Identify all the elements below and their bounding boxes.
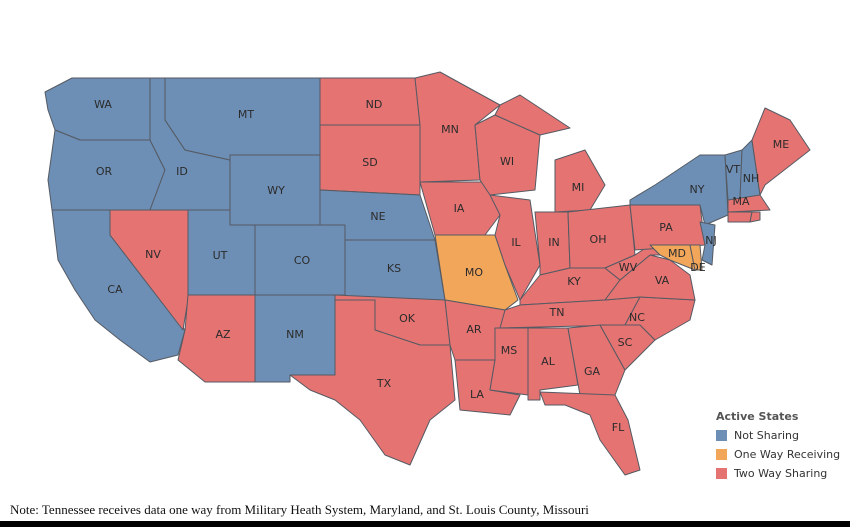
legend-label: Two Way Sharing [734, 467, 828, 480]
legend-label: One Way Receiving [734, 448, 841, 461]
state-me[interactable] [751, 107, 811, 196]
label-tx: TX [376, 377, 392, 390]
label-sd: SD [362, 156, 377, 169]
state-ct[interactable] [727, 211, 753, 223]
label-nd: ND [366, 98, 383, 111]
label-or: OR [96, 165, 113, 178]
state-ga[interactable] [567, 324, 626, 396]
label-oh: OH [590, 233, 607, 246]
label-il: IL [511, 236, 521, 249]
legend: Active States Not Sharing One Way Receiv… [716, 410, 840, 483]
state-ia[interactable] [419, 181, 501, 236]
label-ia: IA [454, 202, 465, 215]
label-ok: OK [399, 312, 416, 325]
label-mo: MO [465, 266, 483, 279]
state-de[interactable] [689, 244, 703, 271]
label-id: ID [176, 165, 188, 178]
label-fl: FL [612, 421, 625, 434]
label-mi: MI [572, 181, 585, 194]
state-mi-up[interactable] [494, 94, 571, 136]
label-de: DE [690, 261, 705, 274]
label-ne: NE [370, 210, 385, 223]
label-pa: PA [659, 221, 673, 234]
label-sc: SC [618, 336, 633, 349]
legend-swatch [716, 430, 727, 441]
label-ut: UT [213, 249, 228, 262]
state-md[interactable] [649, 244, 696, 271]
label-tn: TN [549, 306, 565, 319]
label-ny: NY [690, 183, 705, 196]
label-va: VA [655, 274, 670, 287]
label-nc: NC [629, 311, 645, 324]
label-nv: NV [145, 248, 161, 261]
legend-item-one-way-receiving[interactable]: One Way Receiving [716, 445, 840, 464]
label-ar: AR [466, 323, 482, 336]
label-ca: CA [107, 283, 123, 296]
label-mt: MT [238, 108, 254, 121]
state-mi[interactable] [554, 149, 606, 213]
label-wy: WY [267, 184, 285, 197]
label-ma: MA [732, 195, 749, 208]
label-nj: NJ [705, 234, 716, 247]
label-nh: NH [743, 172, 760, 185]
label-wi: WI [500, 155, 514, 168]
legend-swatch [716, 468, 727, 479]
label-ms: MS [501, 344, 517, 357]
label-nm: NM [286, 328, 304, 341]
legend-title: Active States [716, 410, 799, 423]
label-ks: KS [387, 262, 401, 275]
label-in: IN [548, 236, 559, 249]
state-nj[interactable] [699, 221, 716, 266]
label-co: CO [294, 254, 311, 267]
label-az: AZ [215, 328, 231, 341]
label-la: LA [470, 388, 484, 401]
state-ms[interactable] [489, 327, 529, 396]
label-vt: VT [726, 163, 741, 176]
legend-swatch [716, 449, 727, 460]
label-me: ME [773, 138, 789, 151]
us-map: WA OR CA NV ID MT WY UT CO AZ NM ND SD N… [44, 71, 811, 476]
label-wa: WA [94, 98, 112, 111]
state-fl[interactable] [539, 391, 641, 476]
footnote: Note: Tennessee receives data one way fr… [10, 502, 589, 517]
label-ky: KY [567, 275, 581, 288]
state-ri[interactable] [749, 211, 761, 223]
state-ma[interactable] [727, 194, 771, 213]
bottom-rule [0, 521, 850, 527]
legend-label: Not Sharing [734, 429, 799, 442]
label-mn: MN [441, 123, 459, 136]
state-il[interactable] [489, 194, 541, 301]
label-wv: WV [619, 261, 638, 274]
label-ga: GA [584, 365, 601, 378]
label-md: MD [668, 247, 686, 260]
label-al: AL [541, 355, 556, 368]
state-tx[interactable] [289, 299, 456, 466]
legend-item-not-sharing[interactable]: Not Sharing [716, 426, 840, 445]
legend-item-two-way-sharing[interactable]: Two Way Sharing [716, 464, 840, 483]
